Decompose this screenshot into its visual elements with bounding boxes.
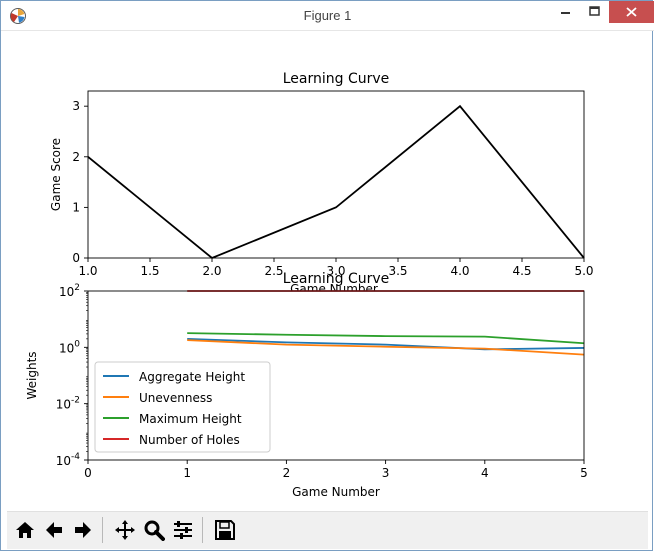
y-tick-label: 10-4 — [56, 452, 81, 468]
window-title: Figure 1 — [303, 8, 352, 23]
axes-frame-2 — [87, 290, 585, 461]
toolbar-separator — [202, 517, 203, 543]
forward-button[interactable] — [69, 516, 97, 544]
maximize-button[interactable] — [581, 1, 609, 23]
legend-label: Unevenness — [139, 391, 212, 405]
title-bar[interactable]: Figure 1 — [1, 1, 654, 31]
plot-svg: 1.0 1.5 2.0 2.5 3.0 3.5 4.0 4.5 5.0 0 1 2 3 Learning … — [25, 71, 594, 499]
x-tick-label: 4.5 — [512, 264, 531, 278]
figure-canvas[interactable]: 1.0 1.5 2.0 2.5 3.0 3.5 4.0 4.5 5.0 0 1 2 3 Learning … — [7, 31, 648, 511]
series-line — [87, 104, 585, 260]
x-tick-label: 2.5 — [264, 264, 283, 278]
zoom-button[interactable] — [140, 516, 168, 544]
configure-subplots-button[interactable] — [169, 516, 197, 544]
minimize-button[interactable] — [552, 1, 580, 23]
x-tick-label: 3.5 — [388, 264, 407, 278]
x-tick-label: 4.0 — [450, 264, 469, 278]
configure-icon — [174, 521, 192, 539]
chart-title-2: Learning Curve — [283, 271, 390, 287]
x-axis-label-2: Game Number — [292, 485, 380, 499]
x-tick-label: 2 — [283, 466, 291, 480]
toolbar-separator — [102, 517, 103, 543]
x-tick-label: 1.0 — [78, 264, 97, 278]
pan-icon — [115, 520, 135, 540]
y-tick-label: 100 — [59, 339, 80, 355]
app-icon — [9, 7, 27, 25]
back-button[interactable] — [40, 516, 68, 544]
chart-title-1: Learning Curve — [283, 71, 390, 87]
y-tick-label: 0 — [72, 251, 80, 265]
close-button[interactable] — [609, 1, 654, 23]
y-axis-label-1: Game Score — [49, 138, 63, 211]
y-tick-label: 10-2 — [56, 396, 80, 412]
zoom-icon — [144, 520, 165, 541]
y-tick-label: 3 — [72, 99, 80, 113]
pan-button[interactable] — [111, 516, 139, 544]
x-tick-label: 0 — [84, 466, 92, 480]
y-tick-label: 2 — [72, 150, 80, 164]
legend-box — [94, 361, 271, 453]
x-tick-label: 5.0 — [574, 264, 593, 278]
forward-icon — [75, 522, 91, 538]
y-tick-label: 1 — [72, 200, 80, 214]
x-tick-label: 3 — [382, 466, 390, 480]
legend-label: Aggregate Height — [139, 370, 245, 384]
series-line — [187, 332, 585, 345]
x-tick-label: 5 — [580, 466, 588, 480]
series-line — [187, 339, 585, 356]
x-tick-label: 2.0 — [202, 264, 221, 278]
y-axis-label-2: Weights — [25, 351, 39, 399]
home-icon — [16, 522, 34, 538]
legend-label: Maximum Height — [139, 412, 242, 426]
legend-label: Number of Holes — [139, 433, 240, 447]
home-button[interactable] — [11, 516, 39, 544]
navigation-toolbar — [7, 511, 648, 549]
x-tick-label: 1 — [183, 466, 191, 480]
back-icon — [46, 522, 62, 538]
y-tick-label: 102 — [59, 283, 80, 299]
axes-frame-1 — [87, 90, 585, 259]
series-line — [187, 337, 585, 351]
x-tick-label: 1.5 — [140, 264, 159, 278]
save-icon — [215, 520, 235, 540]
save-button[interactable] — [211, 516, 239, 544]
x-tick-label: 3.0 — [326, 264, 345, 278]
x-tick-label: 4 — [481, 466, 489, 480]
